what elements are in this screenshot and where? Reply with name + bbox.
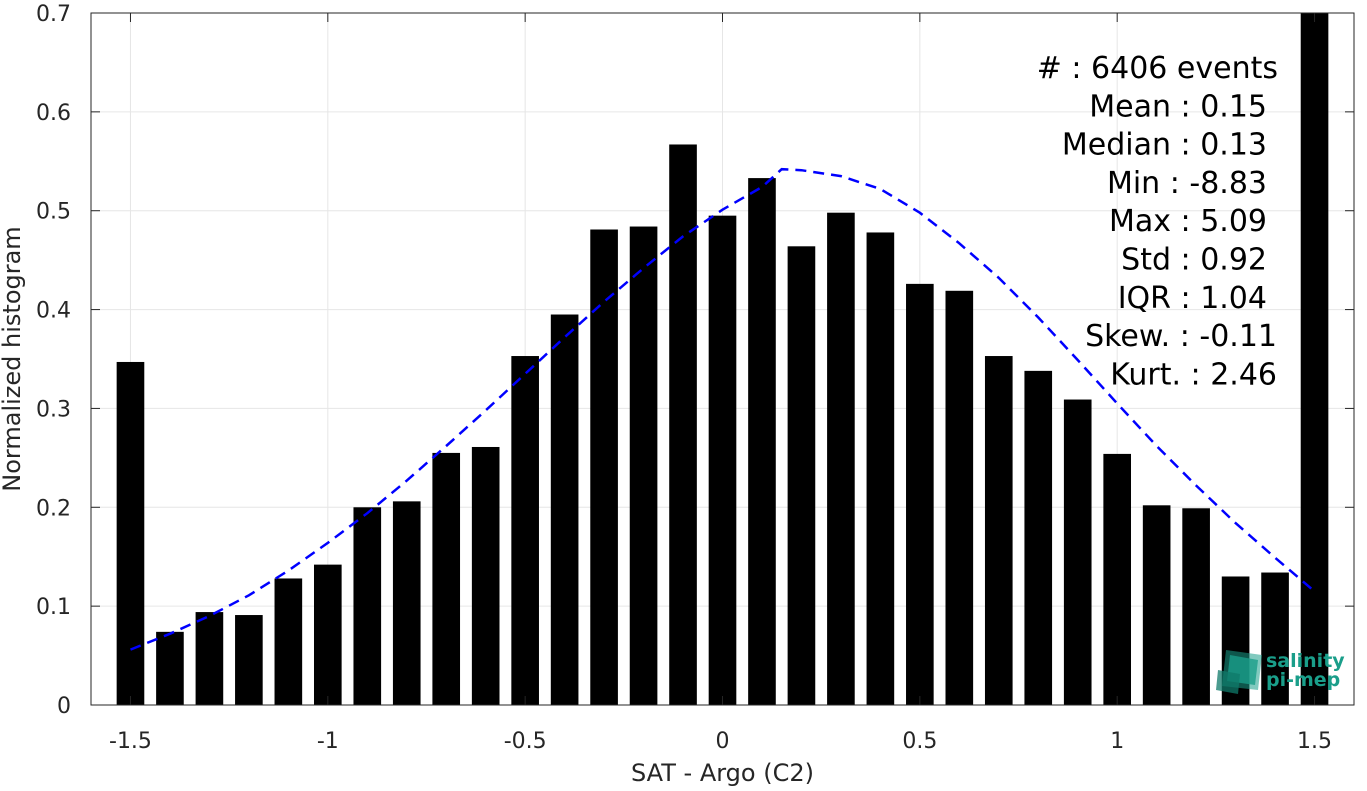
bar-series bbox=[116, 13, 1329, 706]
histogram-bar bbox=[1063, 399, 1092, 705]
stat-line: Mean : 0.15 bbox=[1089, 89, 1267, 124]
stat-line: Skew. : -0.11 bbox=[1085, 319, 1277, 354]
histogram-bar bbox=[787, 246, 816, 705]
x-axis-title: SAT - Argo (C2) bbox=[631, 759, 814, 787]
x-tick-label: 1 bbox=[1110, 729, 1124, 754]
y-axis-title: Normalized histogram bbox=[0, 226, 26, 491]
logo-text-salinity: salinity bbox=[1266, 650, 1345, 672]
stat-line: IQR : 1.04 bbox=[1118, 281, 1267, 316]
y-tick-label: 0.3 bbox=[36, 397, 71, 422]
histogram-bar bbox=[274, 578, 303, 705]
histogram-bar bbox=[748, 178, 776, 705]
histogram-bar bbox=[827, 212, 855, 706]
histogram-bar bbox=[1103, 453, 1132, 705]
histogram-bar bbox=[353, 507, 382, 705]
histogram-bar bbox=[866, 232, 895, 705]
x-tick-label: -0.5 bbox=[504, 729, 547, 754]
x-tick-label: -1.5 bbox=[109, 729, 152, 754]
histogram-bar bbox=[945, 290, 974, 705]
y-tick-label: 0.6 bbox=[36, 101, 71, 126]
histogram-bar bbox=[906, 283, 934, 705]
histogram-bar bbox=[1300, 13, 1329, 705]
x-tick-label: 1.5 bbox=[1297, 729, 1332, 754]
histogram-bar bbox=[590, 229, 618, 706]
histogram-bar bbox=[984, 356, 1013, 705]
fit-curve-series bbox=[130, 167, 1316, 651]
histogram-bar bbox=[629, 226, 658, 705]
histogram-bar bbox=[313, 564, 342, 705]
y-tick-label: 0.5 bbox=[36, 200, 71, 225]
stat-line: Kurt. : 2.46 bbox=[1110, 357, 1277, 392]
gaussian-fit-line bbox=[130, 167, 1316, 651]
histogram-bar bbox=[116, 361, 145, 705]
histogram-bar bbox=[1142, 505, 1171, 705]
logo-cube-shadow bbox=[1216, 670, 1240, 694]
stat-line: # : 6406 events bbox=[1037, 51, 1278, 86]
histogram-bar bbox=[432, 452, 461, 705]
histogram-bar bbox=[1182, 508, 1210, 705]
histogram-bar bbox=[1261, 572, 1289, 705]
y-tick-label: 0.2 bbox=[36, 496, 71, 521]
histogram-bar bbox=[550, 314, 579, 705]
y-tick-label: 0.7 bbox=[36, 2, 71, 27]
y-tick-label: 0 bbox=[57, 694, 71, 719]
logo-text-pimep: pi-mep bbox=[1266, 669, 1340, 691]
x-tick-label: -1 bbox=[317, 729, 339, 754]
x-tick-label: 0 bbox=[716, 729, 730, 754]
x-tick-label: 0.5 bbox=[902, 729, 937, 754]
histogram-bar bbox=[392, 501, 421, 705]
histogram-bar bbox=[708, 215, 737, 705]
histogram-bar bbox=[156, 631, 184, 705]
y-tick-label: 0.1 bbox=[36, 595, 71, 620]
axis-ticks: -1.5 -1 -0.5 0 0.5 1 1.5 0 0.1 0.2 0.3 0.4 0.5 0.6 0.7 bbox=[36, 2, 1354, 754]
histogram-bar bbox=[471, 446, 500, 705]
histogram-bar bbox=[511, 356, 539, 705]
stat-line: Max : 5.09 bbox=[1109, 204, 1267, 239]
stat-line: Median : 0.13 bbox=[1062, 128, 1267, 163]
stat-line: Std : 0.92 bbox=[1121, 243, 1267, 278]
y-tick-label: 0.4 bbox=[36, 299, 71, 324]
histogram-bar bbox=[195, 612, 224, 705]
histogram-bar bbox=[235, 615, 263, 705]
stat-line: Min : -8.83 bbox=[1107, 166, 1267, 201]
histogram-bar bbox=[1024, 370, 1053, 705]
